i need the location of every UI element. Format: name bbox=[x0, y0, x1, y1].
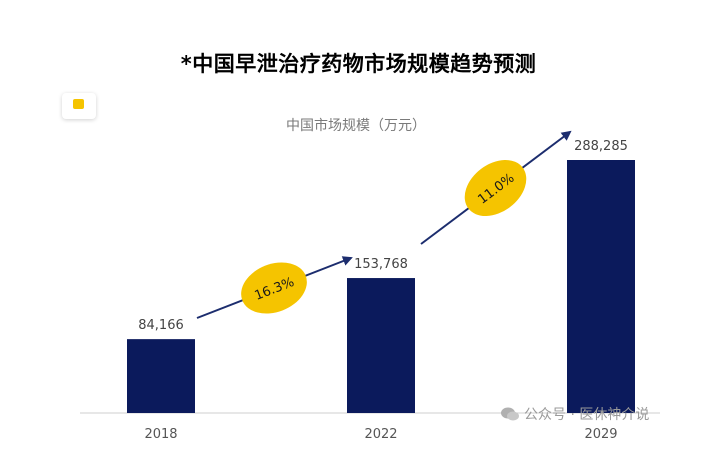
x-tick-label-2018: 2018 bbox=[144, 427, 177, 442]
growth-badge-shape-2 bbox=[464, 159, 527, 217]
x-tick-label-2022: 2022 bbox=[364, 427, 397, 442]
page-title: *中国早泄治疗药物市场规模趋势预测 bbox=[180, 52, 537, 76]
chart-marks: 84,166 2018 153,768 2022 288,285 2029 16.3% 11.… bbox=[80, 130, 660, 442]
data-label-2029: 288,285 bbox=[574, 139, 628, 154]
x-tick-label-2029: 2029 bbox=[584, 427, 617, 442]
brand-logo-icon bbox=[62, 93, 96, 119]
growth-badge-shape-1 bbox=[241, 262, 307, 314]
bar-2029 bbox=[567, 160, 635, 413]
watermark-text: 公众号 · 医休神介说 bbox=[524, 407, 650, 423]
bar-2018 bbox=[127, 339, 195, 413]
chart-title: 中国市场规模（万元） bbox=[286, 117, 426, 134]
watermark: 公众号 · 医休神介说 bbox=[500, 404, 700, 426]
growth-badge-1: 16.3% bbox=[241, 262, 307, 314]
bar-2022 bbox=[347, 278, 415, 413]
wechat-icon bbox=[501, 407, 519, 421]
data-label-2022: 153,768 bbox=[354, 257, 408, 272]
growth-badge-2: 11.0% bbox=[464, 159, 527, 217]
data-label-2018: 84,166 bbox=[138, 318, 184, 333]
